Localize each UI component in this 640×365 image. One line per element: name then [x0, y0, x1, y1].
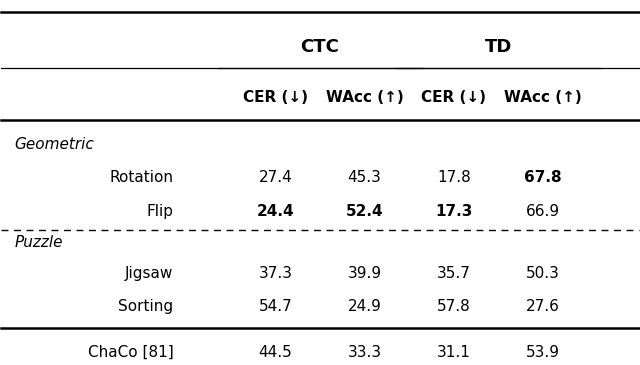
Text: 45.3: 45.3: [348, 170, 381, 185]
Text: Geometric: Geometric: [14, 137, 94, 152]
Text: 67.8: 67.8: [524, 170, 562, 185]
Text: Jigsaw: Jigsaw: [125, 266, 173, 281]
Text: 44.5: 44.5: [259, 345, 292, 360]
Text: 57.8: 57.8: [437, 299, 470, 314]
Text: Flip: Flip: [147, 204, 173, 219]
Text: WAcc (↑): WAcc (↑): [326, 90, 403, 105]
Text: Sorting: Sorting: [118, 299, 173, 314]
Text: 53.9: 53.9: [526, 345, 560, 360]
Text: 35.7: 35.7: [437, 266, 471, 281]
Text: 31.1: 31.1: [437, 345, 471, 360]
Text: 50.3: 50.3: [526, 266, 560, 281]
Text: 17.3: 17.3: [435, 204, 472, 219]
Text: WAcc (↑): WAcc (↑): [504, 90, 582, 105]
Text: 33.3: 33.3: [348, 345, 381, 360]
Text: ChaCo [81]: ChaCo [81]: [88, 345, 173, 360]
Text: 27.6: 27.6: [526, 299, 560, 314]
Text: Rotation: Rotation: [109, 170, 173, 185]
Text: CER (↓): CER (↓): [421, 90, 486, 105]
Text: 24.9: 24.9: [348, 299, 381, 314]
Text: 39.9: 39.9: [348, 266, 381, 281]
Text: 54.7: 54.7: [259, 299, 292, 314]
Text: 66.9: 66.9: [526, 204, 560, 219]
Text: 17.8: 17.8: [437, 170, 470, 185]
Text: TD: TD: [484, 38, 512, 56]
Text: CER (↓): CER (↓): [243, 90, 308, 105]
Text: CTC: CTC: [301, 38, 339, 56]
Text: Puzzle: Puzzle: [14, 235, 63, 250]
Text: 37.3: 37.3: [259, 266, 292, 281]
Text: 52.4: 52.4: [346, 204, 383, 219]
Text: 24.4: 24.4: [257, 204, 294, 219]
Text: 27.4: 27.4: [259, 170, 292, 185]
